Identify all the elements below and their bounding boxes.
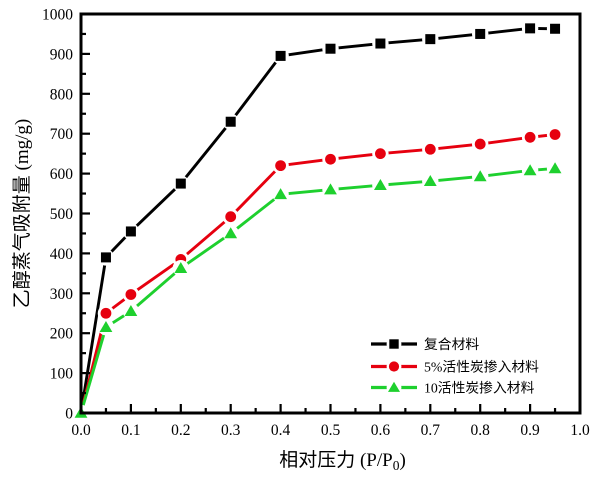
legend-label-composite: 复合材料 [424, 336, 479, 352]
legend-item-composite: 复合材料 [371, 336, 479, 352]
x-tick-label: 0.0 [71, 422, 91, 439]
marker-composite [275, 50, 286, 61]
marker-composite [525, 23, 536, 34]
marker-ac5 [325, 153, 336, 165]
marker-ac5 [375, 148, 386, 160]
y-tick-label: 900 [50, 46, 74, 63]
y-tick-label: 400 [50, 246, 74, 263]
x-tick-label: 0.1 [121, 422, 140, 439]
marker-composite [325, 43, 336, 54]
marker-ac10 [548, 162, 562, 174]
x-tick-label: 0.4 [271, 422, 291, 439]
y-tick-label: 0 [65, 406, 73, 423]
y-tick-label: 100 [50, 366, 74, 383]
marker-ac5 [100, 307, 112, 319]
marker-ac5 [474, 138, 486, 150]
y-axis-title: 乙醇蒸气吸附量 (mg/g) [11, 119, 33, 308]
y-tick-label: 500 [50, 206, 74, 223]
marker-ac10 [274, 188, 287, 200]
y-tick-label: 300 [50, 286, 74, 303]
x-tick-label: 1.0 [570, 422, 590, 439]
x-tick-label: 0.6 [371, 422, 391, 439]
marker-ac5 [524, 131, 536, 143]
marker-ac10 [423, 174, 437, 186]
y-tick-label: 600 [50, 166, 74, 183]
marker-ac10 [224, 227, 238, 239]
y-tick-label: 700 [50, 126, 74, 143]
x-axis-title: 相对压力 (P/P0) [279, 449, 406, 473]
marker-ac5 [225, 211, 237, 223]
y-tick-label: 800 [50, 86, 74, 103]
legend-label-ac10: 10活性炭掺入材料 [424, 380, 535, 396]
x-tick-label: 0.2 [171, 422, 190, 439]
y-tick-label: 1000 [42, 7, 73, 24]
marker-composite [550, 23, 561, 34]
marker-ac5 [125, 289, 137, 300]
x-tick-label: 0.9 [520, 422, 540, 439]
marker-ac10 [523, 164, 537, 176]
legend-marker-ac10 [388, 381, 400, 392]
x-tick-label: 0.8 [471, 422, 491, 439]
marker-ac10 [174, 261, 188, 273]
marker-composite [100, 252, 111, 263]
legend-item-ac5: 5%活性炭掺入材料 [371, 359, 539, 375]
x-tick-label: 0.3 [221, 422, 241, 439]
marker-ac5 [424, 143, 436, 155]
marker-composite [225, 116, 236, 127]
marker-composite [425, 34, 436, 45]
marker-composite [375, 38, 386, 49]
marker-ac10 [324, 183, 337, 195]
y-tick-label: 200 [50, 326, 74, 343]
marker-composite [125, 226, 136, 237]
marker-ac10 [473, 170, 487, 182]
legend-item-ac10: 10活性炭掺入材料 [371, 380, 535, 396]
marker-ac5 [275, 160, 286, 172]
legend-marker-ac5 [388, 361, 400, 372]
marker-ac5 [549, 129, 561, 140]
marker-composite [175, 178, 186, 189]
legend-marker-composite [389, 339, 399, 349]
marker-ac10 [124, 305, 138, 317]
x-tick-label: 0.7 [421, 422, 441, 439]
x-tick-label: 0.5 [321, 422, 341, 439]
marker-ac10 [99, 321, 113, 333]
legend-label-ac5: 5%活性炭掺入材料 [424, 359, 539, 375]
marker-ac10 [374, 178, 387, 190]
marker-composite [475, 28, 486, 39]
